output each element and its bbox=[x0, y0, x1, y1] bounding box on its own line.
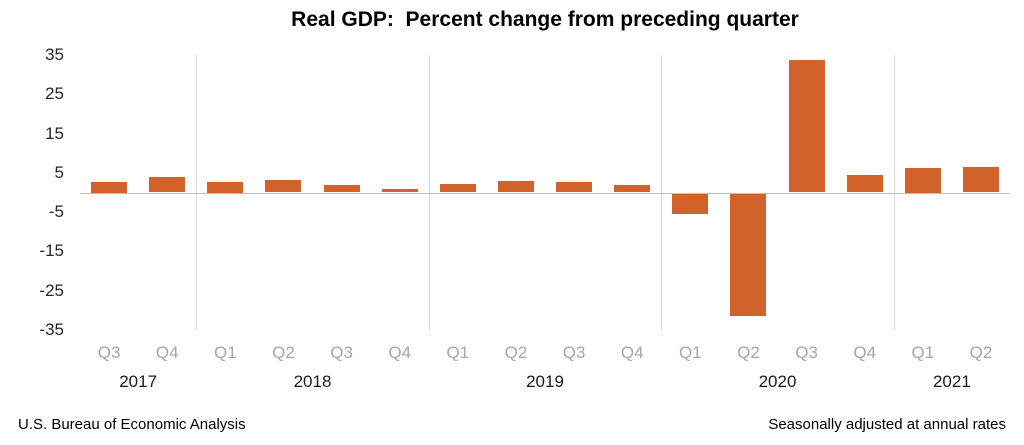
y-tick-label: -25 bbox=[39, 280, 64, 300]
quarter-label: Q3 bbox=[97, 343, 121, 362]
quarter-label: Q4 bbox=[155, 343, 179, 362]
y-axis: 35 25 15 5 -5 -15 -25 -35 bbox=[0, 45, 64, 339]
y-tick-label: 15 bbox=[45, 123, 64, 143]
quarter-label: Q2 bbox=[504, 343, 528, 362]
quarter-label: Q2 bbox=[272, 343, 295, 362]
quarter-label: Q3 bbox=[562, 343, 586, 362]
year-label: 2020 bbox=[758, 372, 797, 391]
gdp-bar bbox=[614, 185, 651, 193]
gdp-bar bbox=[149, 177, 186, 193]
y-tick-label: -15 bbox=[39, 241, 64, 261]
zero-axis-line bbox=[80, 192, 1010, 194]
quarter-label: Q3 bbox=[330, 343, 353, 362]
gdp-bar bbox=[497, 180, 534, 193]
gdp-bar bbox=[439, 183, 476, 193]
gdp-bar bbox=[788, 59, 825, 193]
y-tick-label: 5 bbox=[54, 162, 64, 182]
year-label: 2021 bbox=[932, 372, 971, 391]
quarter-label: Q1 bbox=[446, 343, 470, 362]
quarter-label: Q4 bbox=[388, 343, 412, 362]
quarter-label: Q1 bbox=[213, 343, 237, 362]
quarter-label: Q4 bbox=[620, 343, 644, 362]
x-axis-labels: Q3 Q4 Q1 Q2 Q3 Q4 Q1 Q2 Q3 Q4 Q1 Q2 Q3 Q4 Q1 Q2 2017 2018… bbox=[80, 330, 1010, 405]
y-tick-label: 25 bbox=[45, 84, 64, 104]
year-label: 2018 bbox=[293, 372, 332, 391]
quarter-label: Q3 bbox=[795, 343, 818, 362]
gdp-bar bbox=[265, 179, 302, 193]
chart-title: Real GDP: Percent change from preceding … bbox=[291, 8, 799, 31]
y-tick-label: -5 bbox=[48, 202, 64, 222]
year-label: 2019 bbox=[526, 372, 564, 391]
year-label: 2017 bbox=[119, 372, 158, 391]
gdp-bar bbox=[730, 193, 767, 317]
gdp-bar bbox=[91, 181, 128, 193]
gdp-bar bbox=[672, 193, 709, 214]
quarter-label: Q2 bbox=[969, 343, 993, 362]
gdp-bar bbox=[846, 174, 883, 193]
quarter-label: Q1 bbox=[678, 343, 702, 362]
gdp-bar bbox=[381, 188, 418, 193]
quarter-label: Q1 bbox=[911, 343, 935, 362]
quarter-label: Q4 bbox=[853, 343, 877, 362]
gdp-bar bbox=[207, 181, 244, 193]
gdp-bar bbox=[323, 185, 360, 193]
gdp-bar bbox=[904, 167, 941, 193]
y-tick-label: -35 bbox=[39, 320, 64, 339]
source-attribution: U.S. Bureau of Economic Analysis bbox=[18, 416, 246, 433]
plot-area bbox=[80, 55, 1010, 330]
adjustment-note: Seasonally adjusted at annual rates bbox=[768, 416, 1006, 433]
gdp-bar bbox=[962, 166, 999, 193]
gdp-bar bbox=[556, 182, 593, 193]
y-tick-label: 35 bbox=[45, 45, 64, 64]
quarter-label: Q2 bbox=[737, 343, 760, 362]
